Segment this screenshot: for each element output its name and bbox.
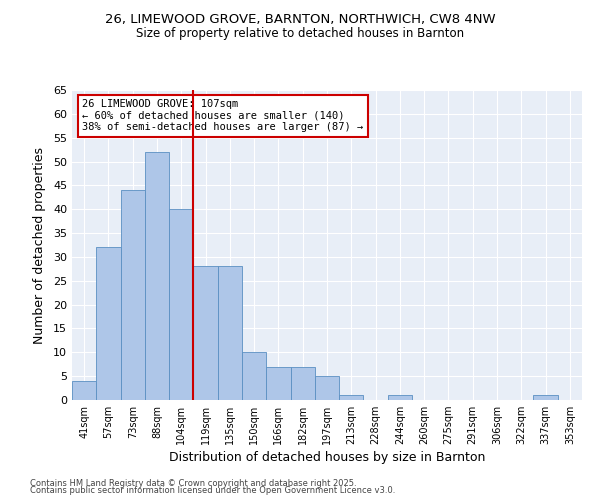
Bar <box>290 366 315 400</box>
Bar <box>145 152 169 400</box>
Bar <box>266 366 290 400</box>
Bar <box>388 395 412 400</box>
Text: Size of property relative to detached houses in Barnton: Size of property relative to detached ho… <box>136 28 464 40</box>
Bar <box>193 266 218 400</box>
Y-axis label: Number of detached properties: Number of detached properties <box>33 146 46 344</box>
Bar <box>72 381 96 400</box>
Bar <box>96 248 121 400</box>
Bar <box>339 395 364 400</box>
X-axis label: Distribution of detached houses by size in Barnton: Distribution of detached houses by size … <box>169 452 485 464</box>
Text: Contains HM Land Registry data © Crown copyright and database right 2025.: Contains HM Land Registry data © Crown c… <box>30 478 356 488</box>
Bar <box>218 266 242 400</box>
Bar <box>242 352 266 400</box>
Bar <box>533 395 558 400</box>
Text: 26 LIMEWOOD GROVE: 107sqm
← 60% of detached houses are smaller (140)
38% of semi: 26 LIMEWOOD GROVE: 107sqm ← 60% of detac… <box>82 100 364 132</box>
Text: 26, LIMEWOOD GROVE, BARNTON, NORTHWICH, CW8 4NW: 26, LIMEWOOD GROVE, BARNTON, NORTHWICH, … <box>104 12 496 26</box>
Bar <box>169 209 193 400</box>
Bar <box>315 376 339 400</box>
Bar <box>121 190 145 400</box>
Text: Contains public sector information licensed under the Open Government Licence v3: Contains public sector information licen… <box>30 486 395 495</box>
